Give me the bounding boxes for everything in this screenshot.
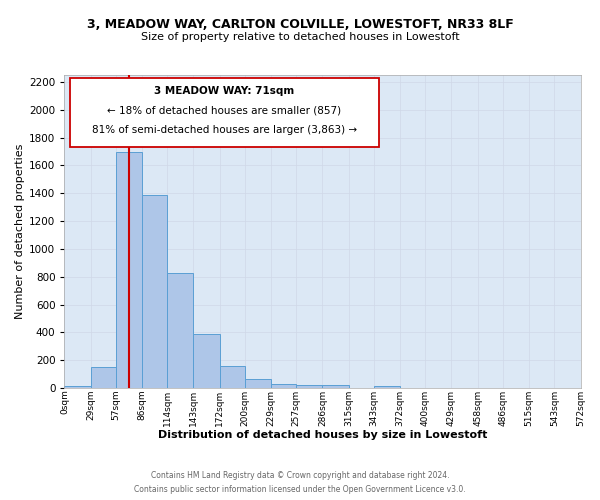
Bar <box>193 334 220 388</box>
X-axis label: Distribution of detached houses by size in Lowestoft: Distribution of detached houses by size … <box>158 430 487 440</box>
Bar <box>167 272 193 388</box>
Text: Size of property relative to detached houses in Lowestoft: Size of property relative to detached ho… <box>140 32 460 42</box>
Bar <box>245 379 271 388</box>
Text: 3 MEADOW WAY: 71sqm: 3 MEADOW WAY: 71sqm <box>154 86 295 96</box>
Bar <box>296 386 322 388</box>
Bar <box>116 152 142 388</box>
FancyBboxPatch shape <box>70 78 379 147</box>
Bar <box>374 386 400 388</box>
Text: Contains HM Land Registry data © Crown copyright and database right 2024.: Contains HM Land Registry data © Crown c… <box>151 472 449 480</box>
Bar <box>64 386 91 388</box>
Text: Contains public sector information licensed under the Open Government Licence v3: Contains public sector information licen… <box>134 484 466 494</box>
Text: 81% of semi-detached houses are larger (3,863) →: 81% of semi-detached houses are larger (… <box>92 126 357 136</box>
Bar <box>91 366 116 388</box>
Bar <box>220 366 245 388</box>
Text: ← 18% of detached houses are smaller (857): ← 18% of detached houses are smaller (85… <box>107 106 341 116</box>
Y-axis label: Number of detached properties: Number of detached properties <box>15 144 25 319</box>
Bar <box>322 386 349 388</box>
Bar <box>142 194 167 388</box>
Bar <box>271 384 296 388</box>
Text: 3, MEADOW WAY, CARLTON COLVILLE, LOWESTOFT, NR33 8LF: 3, MEADOW WAY, CARLTON COLVILLE, LOWESTO… <box>86 18 514 30</box>
